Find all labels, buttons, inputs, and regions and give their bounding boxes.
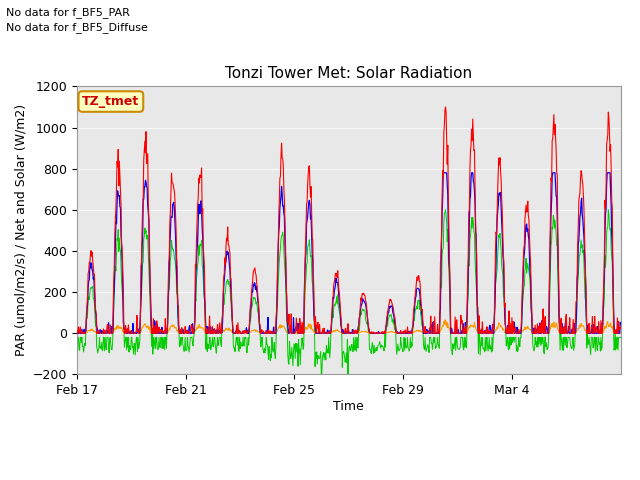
X-axis label: Time: Time: [333, 400, 364, 413]
Text: No data for f_BF5_PAR: No data for f_BF5_PAR: [6, 7, 131, 18]
Y-axis label: PAR (umol/m2/s) / Net and Solar (W/m2): PAR (umol/m2/s) / Net and Solar (W/m2): [14, 104, 27, 357]
Text: No data for f_BF5_Diffuse: No data for f_BF5_Diffuse: [6, 22, 148, 33]
Text: TZ_tmet: TZ_tmet: [82, 95, 140, 108]
Title: Tonzi Tower Met: Solar Radiation: Tonzi Tower Met: Solar Radiation: [225, 66, 472, 81]
